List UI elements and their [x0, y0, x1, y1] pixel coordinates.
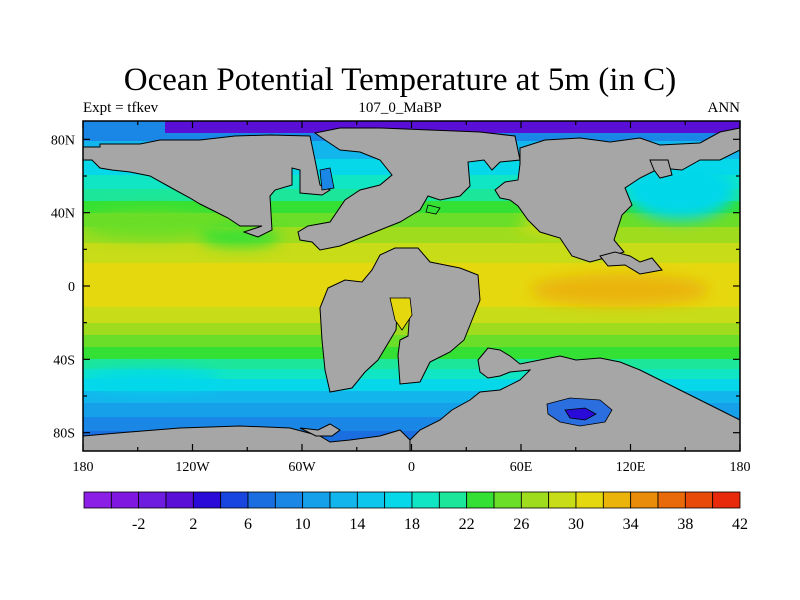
- x-tick-label: 60E: [510, 460, 533, 475]
- colorbar-label: 14: [349, 516, 365, 533]
- x-tick-label: 180: [73, 460, 94, 475]
- y-tick-labels: 80N 40N 0 40S 80S: [51, 133, 75, 441]
- season-label: ANN: [707, 100, 741, 116]
- land-masses: [82, 127, 741, 452]
- x-tick-label: 120W: [175, 460, 210, 475]
- colorbar-swatch: [329, 491, 358, 509]
- colorbar-label: 26: [513, 516, 529, 533]
- colorbar-swatch: [302, 491, 331, 509]
- period-label: 107_0_MaBP: [358, 100, 442, 116]
- colorbar-swatch: [520, 491, 550, 509]
- land-japan: [649, 159, 673, 179]
- land-small-island: [299, 423, 341, 437]
- colorbar-swatch: [165, 491, 194, 509]
- inland-water: [319, 167, 613, 427]
- x-tick-label: 120E: [616, 460, 646, 475]
- colorbar-swatch: [220, 491, 249, 509]
- colorbar-swatch: [247, 491, 276, 509]
- colorbar-label: 2: [189, 516, 197, 533]
- x-tick-labels: 180 120W 60W 0 60E 120E 180: [73, 460, 751, 475]
- land-eurasia: [297, 127, 521, 251]
- map-title: Ocean Potential Temperature at 5m (in C): [123, 62, 677, 98]
- colorbar-swatch: [138, 491, 167, 509]
- colorbar-swatch: [602, 491, 632, 509]
- colorbar-label: 18: [404, 516, 420, 533]
- colorbar-swatch: [274, 491, 304, 509]
- colorbar-label: -2: [132, 516, 145, 533]
- colorbar-swatch: [384, 491, 413, 509]
- colorbar-swatch: [657, 491, 686, 509]
- x-tick-label: 60W: [288, 460, 316, 475]
- colorbar-swatch: [548, 491, 577, 509]
- y-tick-label: 40S: [53, 353, 75, 368]
- colorbar-swatch: [411, 491, 440, 509]
- colorbar-swatch: [630, 491, 659, 509]
- colorbar-swatch: [466, 491, 495, 509]
- colorbar-label: 30: [568, 516, 584, 533]
- colorbar-label: 10: [295, 516, 311, 533]
- colorbar: -2 2 6 10 14 18 22 26 30 34 38 42: [83, 491, 748, 533]
- x-tick-label: 180: [730, 460, 751, 475]
- colorbar-label: 34: [623, 516, 639, 533]
- colorbar-swatch: [110, 491, 140, 509]
- colorbar-label: 38: [677, 516, 693, 533]
- y-tick-label: 40N: [51, 207, 75, 222]
- land-gondwana-west: [319, 247, 481, 393]
- axis-ticks: [82, 121, 741, 451]
- colorbar-swatch: [712, 491, 741, 509]
- land-north-america: [82, 134, 332, 238]
- colorbar-label: 6: [244, 516, 252, 533]
- y-tick-label: 80S: [53, 427, 75, 442]
- colorbar-swatch: [575, 491, 604, 509]
- land-antarctica: [82, 425, 411, 452]
- y-tick-label: 0: [68, 280, 75, 295]
- colorbar-swatch: [356, 491, 386, 509]
- y-tick-label: 80N: [51, 133, 75, 148]
- colorbar-swatch: [493, 491, 522, 509]
- colorbar-swatch: [438, 491, 468, 509]
- colorbar-swatch: [83, 491, 112, 509]
- land-east-islands: [599, 251, 663, 275]
- colorbar-swatch: [192, 491, 222, 509]
- colorbar-label: 42: [732, 516, 748, 533]
- land-asia: [494, 127, 741, 263]
- x-tick-label: 0: [408, 460, 415, 475]
- colorbar-swatch: [684, 491, 714, 509]
- colorbar-label: 22: [459, 516, 475, 533]
- experiment-label: Expt = tfkev: [83, 100, 159, 116]
